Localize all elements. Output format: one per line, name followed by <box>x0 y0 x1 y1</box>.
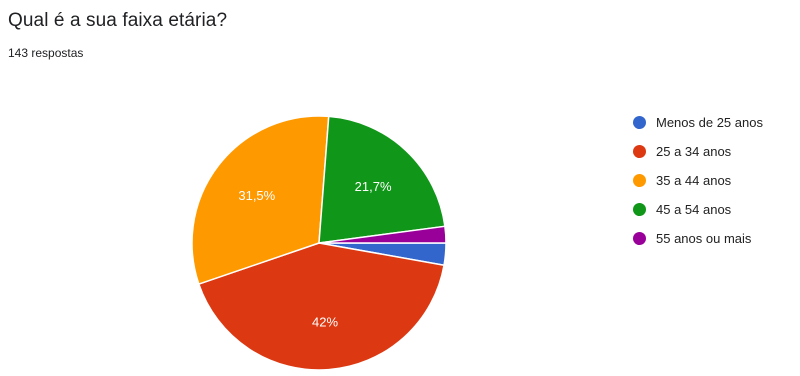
legend-swatch <box>633 144 646 158</box>
legend-label: 35 a 44 anos <box>656 172 732 188</box>
pie-data-label-2: 31,5% <box>238 188 275 203</box>
pie-slice-3 <box>318 115 446 244</box>
pie-data-label-3: 21,7% <box>355 179 392 194</box>
legend-item: 55 anos ou mais <box>633 226 763 250</box>
legend-item: Menos de 25 anos <box>633 110 763 134</box>
legend-item: 25 a 34 anos <box>633 139 763 163</box>
chart-legend: Menos de 25 anos 25 a 34 anos 35 a 44 anos… <box>633 110 763 255</box>
pie-slice-4 <box>318 225 447 244</box>
legend-item: 45 a 54 anos <box>633 197 763 221</box>
legend-item: 35 a 44 anos <box>633 168 763 192</box>
legend-swatch <box>633 202 646 216</box>
legend-swatch <box>633 115 646 129</box>
pie-slice-1 <box>197 242 445 371</box>
pie-data-label-1: 42% <box>312 315 338 330</box>
pie-slices <box>191 115 447 371</box>
pie-slice-2 <box>191 115 330 286</box>
pie-data-labels: 42% 31,5% 21,7% <box>238 179 392 330</box>
legend-label: 25 a 34 anos <box>656 143 732 159</box>
legend-label: Menos de 25 anos <box>656 114 763 130</box>
response-count: 143 respostas <box>8 46 84 60</box>
legend-label: 45 a 54 anos <box>656 201 732 217</box>
legend-swatch <box>633 231 646 245</box>
question-title: Qual é a sua faixa etária? <box>8 10 228 31</box>
legend-label: 55 anos ou mais <box>656 230 752 246</box>
legend-swatch <box>633 173 646 187</box>
